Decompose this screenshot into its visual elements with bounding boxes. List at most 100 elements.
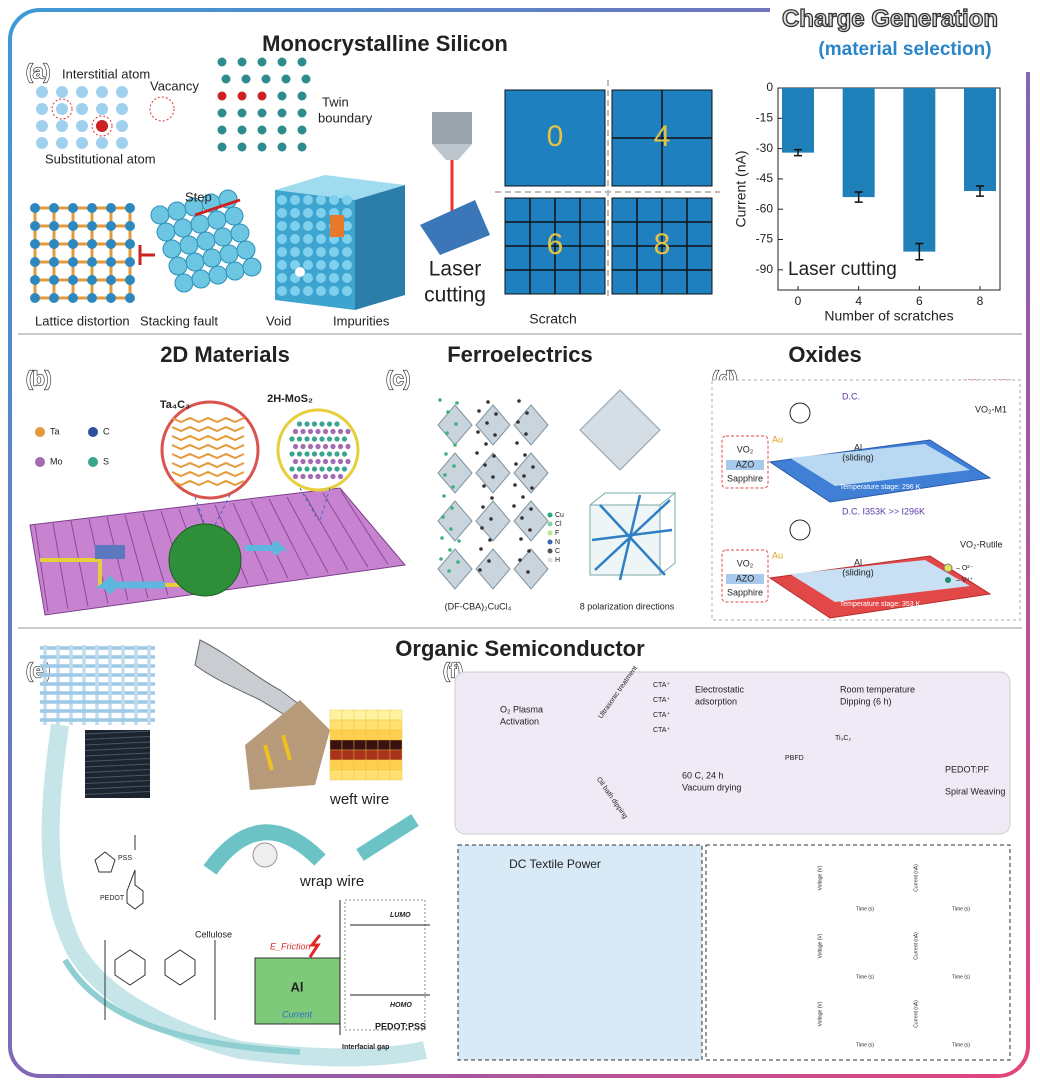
atom [342,247,352,257]
atom [315,428,321,435]
label: (sliding) [842,452,874,462]
atom [36,120,48,132]
label: Activation [500,716,539,726]
atom [290,260,300,270]
heatmap-cell [377,719,391,731]
atom [277,247,287,257]
atom [449,527,453,531]
atom [296,466,303,472]
atom [442,494,446,498]
atom [68,275,78,285]
y-tick-label: 0 [766,80,773,94]
label: Spiral Weaving [945,786,1005,796]
octahedron [475,548,511,590]
process-box [454,671,1011,835]
atom [492,454,496,458]
atom [329,195,339,205]
legend-label: – O²⁻ [956,565,974,572]
atom [307,458,314,465]
atom [451,485,455,489]
fabric-weave [84,730,151,735]
atom [301,74,311,84]
atom [304,436,310,442]
lattice-line [70,520,89,607]
label: Al [291,979,304,994]
atom [277,286,287,296]
atom [125,221,135,231]
atom [290,195,300,205]
atom [68,221,78,231]
legend-marker [35,427,45,437]
atom [303,208,313,218]
polarization [591,494,673,581]
heatmap-cell [329,719,343,731]
heatmap-cell [341,769,355,781]
robot-hand [194,639,301,716]
crystal-block [355,185,405,310]
atom [162,239,182,259]
atom [316,221,326,231]
atom [207,210,227,230]
atom [106,203,116,213]
atom [531,465,535,469]
octahedron [437,500,473,542]
atom [49,239,59,249]
atom [106,257,116,267]
x-tick-label: 4 [855,294,862,308]
label: HOMO [390,1002,412,1009]
atom [106,293,116,303]
atom [125,275,135,285]
atom [479,547,483,551]
atom [514,462,518,466]
atom [517,399,521,403]
atom [56,86,68,98]
label: O₂ Plasma [500,704,543,714]
heatmap-cell [365,759,379,771]
atom [520,516,524,520]
ammeter [789,519,811,541]
label: Vacancy [150,78,199,93]
heatmap-cell [341,709,355,721]
atom [241,74,251,84]
label: Cellulose [195,929,232,939]
atom [493,433,497,437]
atom [303,273,313,283]
atom [315,473,321,480]
heatmap-cell [353,729,367,741]
atom [76,86,88,98]
atom [307,473,314,480]
legend-marker [547,539,553,545]
atom [342,195,352,205]
atom [217,91,227,101]
device-top [790,444,970,486]
atom [76,103,88,115]
atom [292,458,299,465]
label: PEDOT:PF [945,764,990,774]
atom [488,538,492,542]
heatmap-cell [353,709,367,721]
fabric-weave [84,736,151,740]
legend-marker [547,512,553,518]
atom [277,108,287,118]
atom [341,436,348,442]
impurity [330,215,344,237]
label: Room temperature [840,684,915,694]
atom [326,451,333,457]
legend-marker [547,530,553,536]
atom [523,453,527,457]
mini-axis-label: Current (nA) [913,1000,919,1028]
heatmap-cell [365,749,379,761]
atom [106,275,116,285]
atom [106,239,116,249]
heatmap-cell [353,749,367,761]
atom [525,411,529,415]
atom [303,195,313,205]
label: Temperature stage: 353 K [840,601,921,608]
grid-number: 0 [547,120,564,153]
atom [303,221,313,231]
atom [528,528,532,532]
atom [292,443,299,450]
label: Interstitial atom [62,66,150,81]
atom [311,436,318,442]
heatmap-cell [341,749,355,761]
